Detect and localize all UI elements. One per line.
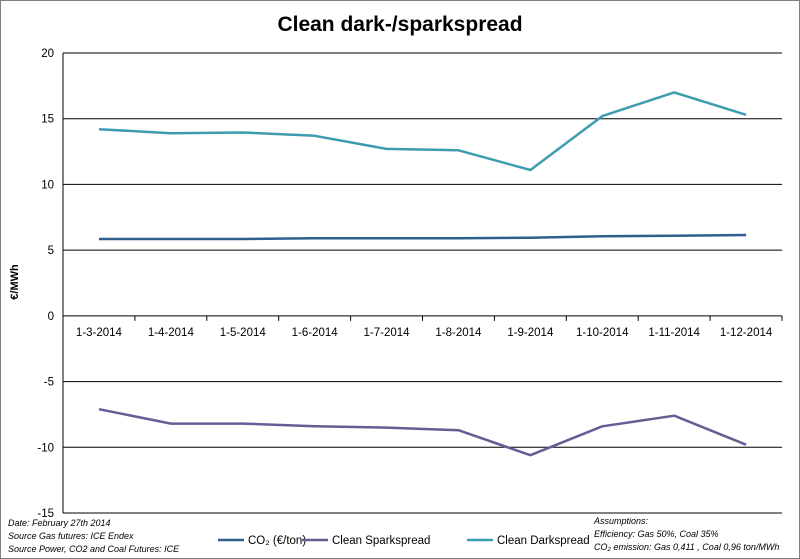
x-tick-label: 1-3-2014 (76, 327, 123, 339)
chart-title: Clean dark-/sparkspread (277, 13, 522, 36)
x-tick-labels: 1-3-2014 1-4-2014 1-5-2014 1-6-2014 1-7-2014… (76, 327, 773, 339)
series-line-1 (99, 233, 747, 241)
x-tick-label: 1-6-2014 (292, 327, 339, 339)
x-tick-label: 1-12-2014 (720, 327, 773, 339)
series-line-3 (98, 91, 747, 172)
notes-right: Assumptions: Efficiency: Gas 50%, Coal 3… (593, 516, 779, 552)
series-lines (98, 91, 747, 457)
note-efficiency: Efficiency: Gas 50%, Coal 35% (594, 529, 719, 539)
note-source-power: Source Power, CO2 and Coal Futures: ICE (8, 544, 180, 554)
y-axis-label: €/MWh (9, 264, 21, 300)
notes-left: Date: February 27th 2014 Source Gas futu… (8, 518, 180, 554)
y-tick-label: 0 (48, 311, 54, 323)
x-tick-label: 1-11-2014 (648, 327, 700, 339)
y-tick-label: 15 (41, 114, 54, 126)
note-date: Date: February 27th 2014 (8, 518, 111, 528)
x-tick-label: 1-9-2014 (507, 327, 554, 339)
note-assumptions: Assumptions: (593, 516, 649, 526)
x-tick-label: 1-7-2014 (364, 327, 411, 339)
y-tick-label: 5 (48, 245, 54, 257)
y-tick-label: -5 (44, 377, 54, 389)
x-tick-label: 1-4-2014 (148, 327, 195, 339)
legend-label: Clean Darkspread (497, 535, 590, 547)
legend-label: CO₂ (€/ton) (248, 535, 306, 547)
y-tick-label: -10 (37, 442, 54, 454)
legend-label: Clean Sparkspread (332, 535, 430, 547)
y-tick-label: -15 (37, 508, 54, 520)
legend: CO₂ (€/ton) Clean Sparkspread Clean Darksp… (218, 535, 590, 547)
y-tick-label: 10 (41, 179, 54, 191)
gridlines (62, 52, 783, 514)
x-tick-label: 1-10-2014 (576, 327, 629, 339)
x-tick-label: 1-5-2014 (220, 327, 267, 339)
y-tick-labels: -15 -10 -5 0 5 10 15 20 (37, 48, 54, 520)
series-line-2 (98, 407, 747, 457)
x-tick-label: 1-8-2014 (435, 327, 482, 339)
note-emission: CO₂ emission: Gas 0,411 , Coal 0,96 ton/… (594, 542, 779, 552)
note-source-gas: Source Gas futures: ICE Endex (8, 531, 134, 541)
y-tick-label: 20 (41, 48, 54, 60)
